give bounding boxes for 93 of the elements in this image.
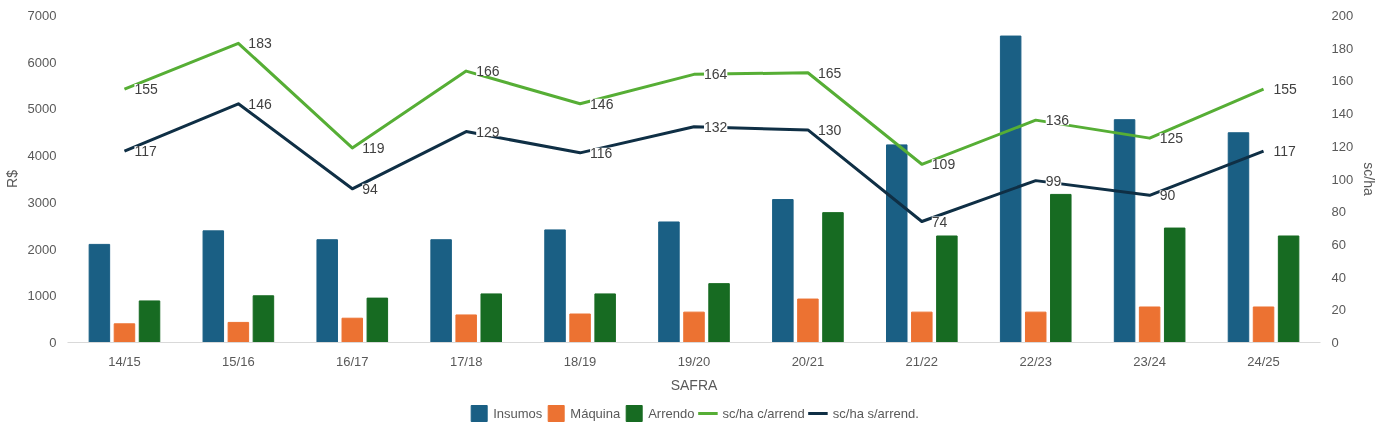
- bar: [1252, 306, 1275, 343]
- bar: [480, 293, 502, 343]
- x-tick-label: 23/24: [1133, 353, 1166, 369]
- y2-tick-label: 60: [1331, 236, 1346, 252]
- legend-label: sc/ha s/arrend.: [832, 405, 919, 421]
- bar: [911, 311, 933, 343]
- y-tick-label: 4000: [27, 148, 57, 164]
- bar: [797, 298, 819, 343]
- data-label: 136: [1045, 112, 1070, 129]
- x-tick-label: 14/15: [108, 353, 141, 369]
- x-tick-label: 24/25: [1247, 353, 1280, 369]
- y2-tick-label: 160: [1331, 73, 1354, 89]
- legend-label: Arrendo: [648, 405, 695, 421]
- x-axis-title: SAFRA: [670, 376, 718, 393]
- bar: [708, 283, 730, 343]
- y2-tick-label: 140: [1331, 106, 1354, 122]
- bar: [1138, 306, 1161, 343]
- bar: [886, 144, 908, 343]
- data-label: 165: [817, 64, 842, 81]
- data-label: 146: [590, 95, 614, 112]
- data-label: 146: [248, 95, 272, 112]
- bar: [202, 230, 225, 343]
- data-label: 99: [1045, 172, 1062, 189]
- y2-tick-label: 120: [1331, 138, 1354, 154]
- bar: [822, 212, 844, 343]
- y2-tick-label: 180: [1331, 40, 1354, 56]
- data-label: 116: [590, 144, 613, 161]
- y-tick-label: 1000: [27, 288, 57, 304]
- y-tick-label: 5000: [27, 101, 57, 117]
- data-label: 117: [1273, 143, 1297, 160]
- bar: [658, 221, 680, 343]
- data-label: 94: [362, 180, 379, 197]
- x-tick-label: 19/20: [677, 353, 711, 369]
- bar: [1277, 235, 1300, 343]
- legend-label: Máquina: [570, 405, 621, 421]
- data-label: 117: [134, 143, 157, 160]
- bar: [569, 313, 591, 343]
- bar: [341, 317, 364, 343]
- x-tick-label: 21/22: [905, 353, 939, 369]
- bar: [366, 297, 389, 343]
- bar: [316, 239, 338, 343]
- bar: [683, 311, 705, 343]
- y2-tick-label: 0: [1331, 335, 1339, 350]
- bar: [544, 229, 566, 343]
- bar: [1163, 227, 1186, 343]
- bar: [936, 235, 958, 343]
- y-tick-label: 2000: [27, 241, 57, 257]
- data-label: 155: [1273, 81, 1298, 98]
- data-label: 132: [704, 118, 728, 135]
- y-axis-title: R$: [3, 169, 20, 188]
- bar: [430, 239, 452, 343]
- x-tick-label: 22/23: [1019, 353, 1053, 369]
- y2-tick-label: 100: [1331, 171, 1354, 187]
- bar: [252, 295, 275, 343]
- data-label: 130: [817, 121, 842, 138]
- bar: [113, 323, 136, 343]
- data-label: 164: [704, 66, 728, 83]
- data-label: 125: [1159, 130, 1184, 147]
- x-tick-label: 15/16: [222, 353, 255, 369]
- bar: [1024, 311, 1047, 343]
- bar: [594, 293, 616, 343]
- bar: [227, 321, 250, 343]
- data-label: 74: [931, 213, 948, 230]
- x-tick-label: 16/17: [336, 353, 369, 369]
- y-tick-label: 6000: [27, 54, 57, 70]
- y-tick-label: 0: [49, 335, 57, 350]
- x-tick-label: 18/19: [563, 353, 597, 369]
- x-tick-label: 20/21: [791, 353, 825, 369]
- bar: [455, 314, 477, 343]
- bar: [1050, 193, 1072, 343]
- bar: [1227, 132, 1250, 343]
- data-label: 109: [931, 156, 956, 173]
- y2-tick-label: 40: [1331, 269, 1346, 285]
- bar: [138, 300, 161, 343]
- bar: [1113, 119, 1136, 343]
- x-tick-label: 17/18: [449, 353, 483, 369]
- y2-tick-label: 20: [1331, 302, 1346, 318]
- data-label: 119: [362, 139, 385, 156]
- legend-label: Insumos: [493, 405, 543, 421]
- bar: [999, 35, 1022, 343]
- legend-label: sc/ha c/arrend: [722, 405, 805, 421]
- data-label: 90: [1159, 187, 1176, 204]
- y2-tick-label: 80: [1331, 204, 1346, 220]
- data-label: 155: [134, 81, 159, 98]
- y-tick-label: 3000: [27, 194, 57, 210]
- y2-tick-label: 200: [1331, 8, 1354, 23]
- y-tick-label: 7000: [27, 8, 57, 23]
- data-label: 166: [476, 63, 500, 80]
- y2-axis-title: sc/ha: [1361, 162, 1378, 196]
- bar: [772, 199, 794, 343]
- bar: [88, 243, 111, 343]
- data-label: 129: [476, 123, 500, 140]
- data-label: 183: [248, 35, 272, 52]
